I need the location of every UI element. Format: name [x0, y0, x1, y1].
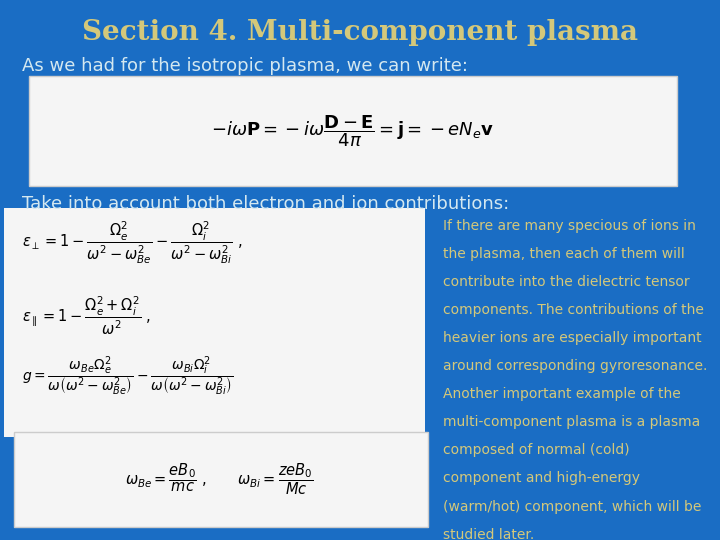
Text: contribute into the dielectric tensor: contribute into the dielectric tensor [443, 275, 690, 289]
Text: composed of normal (cold): composed of normal (cold) [443, 443, 629, 457]
Text: heavier ions are especially important: heavier ions are especially important [443, 331, 701, 345]
Text: Another important example of the: Another important example of the [443, 387, 680, 401]
FancyBboxPatch shape [29, 76, 677, 186]
Text: $g = \dfrac{\omega_{Be}\Omega_e^2}{\omega\left(\omega^2 - \omega_{Be}^2\right)} : $g = \dfrac{\omega_{Be}\Omega_e^2}{\omeg… [22, 354, 233, 397]
Text: component and high-energy: component and high-energy [443, 471, 640, 485]
FancyBboxPatch shape [14, 432, 428, 526]
Text: multi-component plasma is a plasma: multi-component plasma is a plasma [443, 415, 700, 429]
Text: $\varepsilon_\perp = 1 - \dfrac{\Omega_e^2}{\omega^2 - \omega_{Be}^2} - \dfrac{\: $\varepsilon_\perp = 1 - \dfrac{\Omega_e… [22, 219, 242, 266]
Text: components. The contributions of the: components. The contributions of the [443, 303, 703, 317]
Text: $\omega_{Be} = \dfrac{eB_0}{mc}\ ,\qquad \omega_{Bi} = \dfrac{zeB_0}{Mc}$: $\omega_{Be} = \dfrac{eB_0}{mc}\ ,\qquad… [125, 461, 314, 497]
Text: As we had for the isotropic plasma, we can write:: As we had for the isotropic plasma, we c… [22, 57, 467, 75]
Text: (warm/hot) component, which will be: (warm/hot) component, which will be [443, 500, 701, 514]
Text: studied later.: studied later. [443, 528, 534, 540]
Text: Section 4. Multi-component plasma: Section 4. Multi-component plasma [82, 19, 638, 46]
Text: $\varepsilon_\parallel = 1 - \dfrac{\Omega_e^2 + \Omega_i^2}{\omega^2}\ ,$: $\varepsilon_\parallel = 1 - \dfrac{\Ome… [22, 294, 150, 337]
Text: If there are many specious of ions in: If there are many specious of ions in [443, 219, 696, 233]
Text: around corresponding gyroresonance.: around corresponding gyroresonance. [443, 359, 707, 373]
Text: $-i\omega\mathbf{P} = -i\omega\dfrac{\mathbf{D}-\mathbf{E}}{4\pi} = \mathbf{j} =: $-i\omega\mathbf{P} = -i\omega\dfrac{\ma… [212, 113, 494, 149]
FancyBboxPatch shape [4, 208, 425, 437]
Text: Take into account both electron and ion contributions:: Take into account both electron and ion … [22, 195, 509, 213]
Text: the plasma, then each of them will: the plasma, then each of them will [443, 247, 685, 261]
